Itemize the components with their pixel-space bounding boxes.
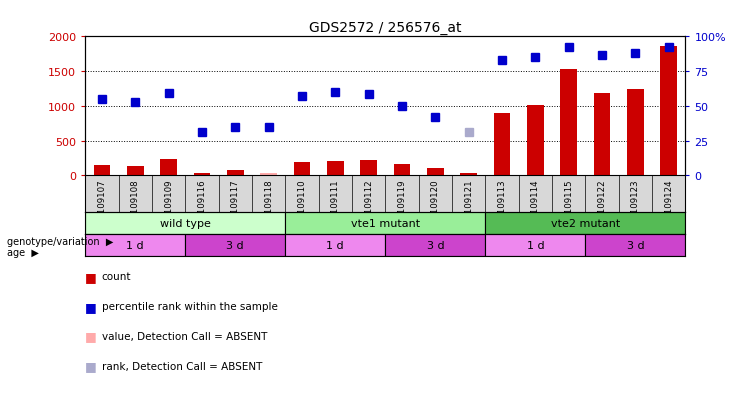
Bar bbox=[127, 166, 144, 176]
Text: GSM109110: GSM109110 bbox=[297, 179, 307, 231]
Text: GSM109119: GSM109119 bbox=[397, 179, 407, 231]
Text: wild type: wild type bbox=[160, 219, 210, 229]
Bar bbox=[185, 235, 285, 256]
Text: GSM109117: GSM109117 bbox=[230, 179, 240, 231]
Bar bbox=[293, 163, 310, 176]
Text: percentile rank within the sample: percentile rank within the sample bbox=[102, 301, 277, 311]
Bar bbox=[360, 161, 377, 176]
Bar bbox=[527, 106, 544, 176]
Bar bbox=[585, 235, 685, 256]
Text: GSM109113: GSM109113 bbox=[497, 179, 507, 231]
Bar bbox=[627, 90, 644, 176]
Text: GSM109112: GSM109112 bbox=[364, 179, 373, 231]
Bar bbox=[93, 166, 110, 176]
Text: GSM109107: GSM109107 bbox=[97, 179, 107, 231]
Text: ■: ■ bbox=[85, 330, 97, 343]
Text: 1 d: 1 d bbox=[527, 240, 544, 250]
Text: 1 d: 1 d bbox=[327, 240, 344, 250]
Text: GSM109108: GSM109108 bbox=[130, 179, 140, 231]
Text: rank, Detection Call = ABSENT: rank, Detection Call = ABSENT bbox=[102, 361, 262, 371]
Bar bbox=[485, 213, 685, 235]
Text: GSM109114: GSM109114 bbox=[531, 179, 540, 231]
Bar bbox=[227, 170, 244, 176]
Bar bbox=[385, 235, 485, 256]
Bar bbox=[494, 114, 511, 176]
Text: GSM109111: GSM109111 bbox=[330, 179, 340, 231]
Text: GSM109120: GSM109120 bbox=[431, 179, 440, 231]
Text: ■: ■ bbox=[85, 300, 97, 313]
Text: GSM109121: GSM109121 bbox=[464, 179, 473, 231]
Title: GDS2572 / 256576_at: GDS2572 / 256576_at bbox=[309, 21, 462, 35]
Bar bbox=[193, 173, 210, 176]
Bar bbox=[260, 174, 277, 176]
Text: ■: ■ bbox=[85, 359, 97, 373]
Text: 3 d: 3 d bbox=[427, 240, 444, 250]
Text: ■: ■ bbox=[85, 270, 97, 283]
Bar bbox=[285, 235, 385, 256]
Text: genotype/variation  ▶: genotype/variation ▶ bbox=[7, 237, 114, 247]
Bar bbox=[485, 235, 585, 256]
Text: value, Detection Call = ABSENT: value, Detection Call = ABSENT bbox=[102, 331, 267, 341]
Text: age  ▶: age ▶ bbox=[7, 248, 39, 258]
Bar bbox=[460, 173, 477, 176]
Text: GSM109109: GSM109109 bbox=[164, 179, 173, 231]
Text: GSM109118: GSM109118 bbox=[264, 179, 273, 231]
Text: 3 d: 3 d bbox=[627, 240, 644, 250]
Bar bbox=[327, 161, 344, 176]
Bar bbox=[85, 213, 285, 235]
Text: GSM109115: GSM109115 bbox=[564, 179, 574, 231]
Text: vte1 mutant: vte1 mutant bbox=[350, 219, 420, 229]
Bar bbox=[660, 47, 677, 176]
Text: GSM109122: GSM109122 bbox=[597, 179, 607, 231]
Bar bbox=[393, 164, 411, 176]
Bar bbox=[285, 213, 485, 235]
Bar bbox=[594, 94, 611, 176]
Text: 3 d: 3 d bbox=[227, 240, 244, 250]
Bar bbox=[560, 70, 577, 176]
Text: GSM109124: GSM109124 bbox=[664, 179, 674, 231]
Bar bbox=[427, 168, 444, 176]
Text: GSM109123: GSM109123 bbox=[631, 179, 640, 231]
Text: 1 d: 1 d bbox=[127, 240, 144, 250]
Text: vte2 mutant: vte2 mutant bbox=[551, 219, 620, 229]
Text: count: count bbox=[102, 272, 131, 282]
Bar bbox=[160, 159, 177, 176]
Text: GSM109116: GSM109116 bbox=[197, 179, 207, 231]
Bar bbox=[85, 235, 185, 256]
